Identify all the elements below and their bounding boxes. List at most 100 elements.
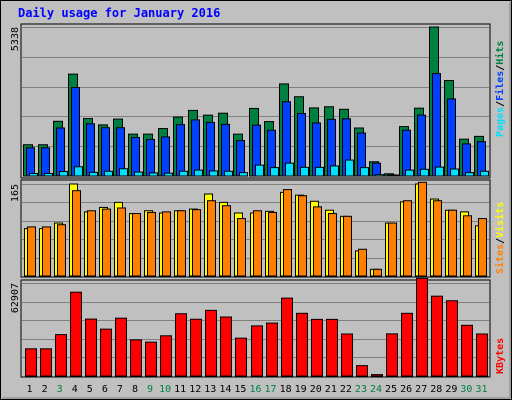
hits-panel-bar-files-14 <box>221 123 230 177</box>
visits-panel-ymax-label: 165 <box>10 184 21 202</box>
hits-panel-bar-files-6 <box>101 127 110 177</box>
kbytes-panel-bar-kbytes-9 <box>145 341 157 377</box>
kbytes-panel-bar-kbytes-4 <box>70 291 82 377</box>
visits-panel-bar-sites-31 <box>478 218 487 277</box>
x-tick-label: 3 <box>57 384 63 395</box>
hits-panel-bar-files-1 <box>26 147 35 177</box>
legend-pages-files-hits-item: Hits <box>494 41 506 65</box>
kbytes-panel-bar-kbytes-22 <box>341 333 353 377</box>
x-tick-label: 26 <box>400 384 412 395</box>
hits-panel-bar-files-27 <box>417 114 426 177</box>
hits-panel-bar-pages-11 <box>179 170 188 177</box>
hits-panel-bar-pages-24 <box>375 174 384 177</box>
hits-panel-bar-pages-25 <box>390 174 399 177</box>
visits-panel-bar-sites-2 <box>42 226 51 277</box>
visits-panel-bar-sites-5 <box>87 210 96 277</box>
kbytes-panel-bar-kbytes-11 <box>175 313 187 377</box>
hits-panel-bar-files-26 <box>402 129 411 177</box>
x-tick-label: 6 <box>102 384 108 395</box>
x-tick-label: 5 <box>87 384 93 395</box>
kbytes-panel-bar-kbytes-19 <box>296 312 308 377</box>
legend-pages-files-hits-item: / <box>495 101 506 107</box>
x-tick-label: 27 <box>415 384 427 395</box>
visits-panel-bar-sites-17 <box>268 211 277 277</box>
x-tick-label: 19 <box>295 384 307 395</box>
hits-panel-bar-pages-12 <box>194 169 203 177</box>
visits-panel-bar-sites-8 <box>132 213 141 277</box>
kbytes-panel-bar-kbytes-18 <box>281 297 293 377</box>
kbytes-panel-bar-kbytes-2 <box>40 348 52 377</box>
hits-panel-bar-pages-22 <box>345 159 354 177</box>
hits-panel-bar-files-10 <box>161 136 170 177</box>
legend-pages-files-hits-item: Pages <box>495 107 506 137</box>
visits-panel-bar-sites-16 <box>253 210 262 277</box>
hits-panel-bar-pages-21 <box>330 165 339 177</box>
kbytes-panel-bar-kbytes-29 <box>446 300 458 377</box>
x-tick-label: 21 <box>325 384 337 395</box>
hits-panel-bar-pages-10 <box>164 172 173 177</box>
hits-panel-bar-pages-29 <box>450 168 459 177</box>
x-tick-label: 2 <box>42 384 48 395</box>
visits-panel-bar-sites-23 <box>358 248 367 277</box>
kbytes-panel-bar-kbytes-12 <box>190 318 202 377</box>
hits-panel-bar-pages-4 <box>74 166 83 177</box>
kbytes-panel-bar-kbytes-27 <box>416 277 428 377</box>
hits-panel-bar-pages-23 <box>360 167 369 177</box>
hits-panel-ymax-label: 5338 <box>10 27 21 51</box>
kbytes-panel-bar-kbytes-24 <box>371 374 383 377</box>
visits-panel-bar-sites-7 <box>117 207 126 277</box>
hits-panel-bar-pages-16 <box>255 164 264 177</box>
kbytes-panel-bar-kbytes-7 <box>115 317 127 377</box>
hits-panel-bar-files-3 <box>56 127 65 177</box>
x-tick-label: 25 <box>385 384 397 395</box>
hits-panel-bar-pages-26 <box>405 169 414 177</box>
hits-panel-bar-pages-19 <box>300 166 309 177</box>
visits-panel-bar-sites-12 <box>192 209 201 277</box>
kbytes-panel-bar-kbytes-25 <box>386 333 398 377</box>
visits-panel-bar-sites-28 <box>433 200 442 277</box>
hits-panel-bar-pages-9 <box>149 172 158 177</box>
legend-pages-files-hits-item: / <box>495 65 506 71</box>
kbytes-panel-bar-kbytes-1 <box>25 348 37 377</box>
hits-panel-bar-files-30 <box>462 143 471 177</box>
x-tick-label: 16 <box>249 384 261 395</box>
x-tick-label: 29 <box>445 384 457 395</box>
visits-panel-bar-sites-6 <box>102 208 111 277</box>
x-tick-label: 14 <box>219 384 231 395</box>
x-tick-label: 22 <box>340 384 352 395</box>
visits-panel-bar-sites-29 <box>448 209 457 277</box>
kbytes-panel-bar-kbytes-16 <box>251 325 263 377</box>
legend-pages-files-hits-item: Files <box>494 71 506 101</box>
x-tick-label: 24 <box>370 384 382 395</box>
visits-panel-bar-sites-14 <box>222 205 231 277</box>
kbytes-panel-bar-kbytes-21 <box>326 318 338 377</box>
visits-panel-bar-sites-19 <box>298 195 307 277</box>
hits-panel-bar-pages-17 <box>270 167 279 177</box>
kbytes-panel-bar-kbytes-8 <box>130 339 142 377</box>
x-tick-label: 31 <box>475 384 487 395</box>
hits-panel-bar-files-2 <box>41 147 50 177</box>
hits-panel-bar-pages-5 <box>89 171 98 177</box>
kbytes-panel-bar-kbytes-17 <box>266 322 278 377</box>
visits-panel-bar-sites-1 <box>27 226 36 277</box>
x-tick-label: 20 <box>310 384 322 395</box>
visits-panel-bar-sites-20 <box>313 206 322 277</box>
hits-panel-bar-files-15 <box>236 140 245 177</box>
kbytes-panel-bar-kbytes-15 <box>235 337 247 377</box>
hits-panel-bar-files-12 <box>191 119 200 177</box>
visits-panel-bar-sites-18 <box>283 189 292 277</box>
kbytes-panel-ymax-label: 62907 <box>10 283 21 313</box>
visits-panel-bar-sites-27 <box>418 181 427 277</box>
x-tick-label: 23 <box>355 384 367 395</box>
visits-panel-bar-sites-10 <box>162 211 171 277</box>
visits-panel-bar-sites-25 <box>388 222 397 277</box>
kbytes-panel-bar-kbytes-3 <box>55 334 67 377</box>
hits-panel-bar-pages-30 <box>465 172 474 177</box>
x-tick-label: 10 <box>159 384 171 395</box>
visits-panel-bar-sites-15 <box>237 218 246 277</box>
hits-panel-bar-pages-15 <box>239 172 248 177</box>
legend-sites-visits-item: Sites <box>494 244 506 274</box>
hits-panel-bar-pages-2 <box>44 172 53 177</box>
x-tick-label: 4 <box>72 384 78 395</box>
kbytes-panel-bar-kbytes-6 <box>100 328 112 377</box>
